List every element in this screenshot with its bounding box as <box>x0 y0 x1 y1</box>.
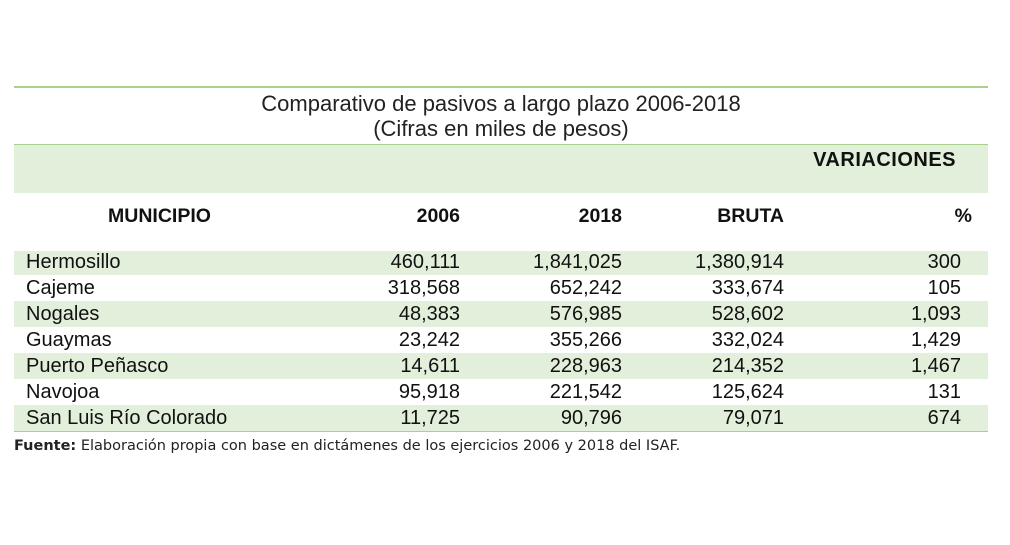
cell-2018: 652,242 <box>549 276 622 299</box>
header-band: VARIACIONES MUNICIPIO 2006 2018 BRUTA % <box>14 144 988 251</box>
liabilities-table: Comparativo de pasivos a largo plazo 200… <box>14 86 988 432</box>
table-row: Cajeme 318,568 652,242 333,674 105 <box>14 275 988 301</box>
cell-2006: 318,568 <box>387 276 460 299</box>
cell-2006: 14,611 <box>400 354 460 377</box>
table-body: Hermosillo 460,111 1,841,025 1,380,914 3… <box>14 249 988 432</box>
cell-municipio: San Luis Río Colorado <box>26 406 228 429</box>
table-row: San Luis Río Colorado 11,725 90,796 79,0… <box>14 405 988 431</box>
top-rule <box>14 86 988 88</box>
cell-percent: 1,429 <box>910 328 961 351</box>
source-note: Fuente: Elaboración propia con base en d… <box>14 438 680 454</box>
cell-bruta: 332,024 <box>711 328 784 351</box>
variaciones-header: VARIACIONES <box>813 149 956 171</box>
table-row: Guaymas 23,242 355,266 332,024 1,429 <box>14 327 988 353</box>
table-row: Hermosillo 460,111 1,841,025 1,380,914 3… <box>14 249 988 275</box>
cell-bruta: 1,380,914 <box>695 250 784 273</box>
column-header-2006: 2006 <box>416 205 460 227</box>
table-row: Nogales 48,383 576,985 528,602 1,093 <box>14 301 988 327</box>
cell-percent: 674 <box>927 406 961 429</box>
table-title-block: Comparativo de pasivos a largo plazo 200… <box>14 88 988 144</box>
table-row: Navojoa 95,918 221,542 125,624 131 <box>14 379 988 405</box>
table-subtitle: (Cifras en miles de pesos) <box>373 116 629 141</box>
column-header-bruta: BRUTA <box>717 205 784 227</box>
cell-2018: 1,841,025 <box>533 250 622 273</box>
column-header-2018: 2018 <box>578 205 622 227</box>
cell-municipio: Puerto Peñasco <box>26 354 169 377</box>
cell-percent: 300 <box>927 250 961 273</box>
cell-2006: 23,242 <box>398 328 460 351</box>
cell-municipio: Nogales <box>26 302 100 325</box>
cell-2018: 355,266 <box>549 328 622 351</box>
table-row: Puerto Peñasco 14,611 228,963 214,352 1,… <box>14 353 988 379</box>
cell-percent: 105 <box>927 276 961 299</box>
cell-2018: 228,963 <box>549 354 622 377</box>
table-title: Comparativo de pasivos a largo plazo 200… <box>261 91 741 116</box>
cell-2018: 221,542 <box>549 380 622 403</box>
cell-percent: 1,467 <box>910 354 961 377</box>
cell-bruta: 79,071 <box>722 406 784 429</box>
cell-municipio: Hermosillo <box>26 250 121 273</box>
cell-bruta: 125,624 <box>711 380 784 403</box>
cell-bruta: 333,674 <box>711 276 784 299</box>
cell-2006: 48,383 <box>398 302 460 325</box>
cell-2006: 11,725 <box>400 406 460 429</box>
cell-2018: 90,796 <box>560 406 622 429</box>
cell-2018: 576,985 <box>549 302 622 325</box>
cell-bruta: 214,352 <box>711 354 784 377</box>
column-header-percent: % <box>954 205 972 227</box>
cell-2006: 460,111 <box>390 250 460 273</box>
cell-municipio: Cajeme <box>26 276 95 299</box>
cell-municipio: Guaymas <box>26 328 112 351</box>
column-header-municipio: MUNICIPIO <box>108 205 211 227</box>
header-gap <box>14 193 988 251</box>
cell-2006: 95,918 <box>398 380 460 403</box>
source-label: Fuente: <box>14 438 77 454</box>
source-text: Elaboración propia con base en dictámene… <box>76 438 681 454</box>
cell-bruta: 528,602 <box>711 302 784 325</box>
cell-municipio: Navojoa <box>26 380 100 403</box>
cell-percent: 131 <box>927 380 961 403</box>
cell-percent: 1,093 <box>910 302 961 325</box>
